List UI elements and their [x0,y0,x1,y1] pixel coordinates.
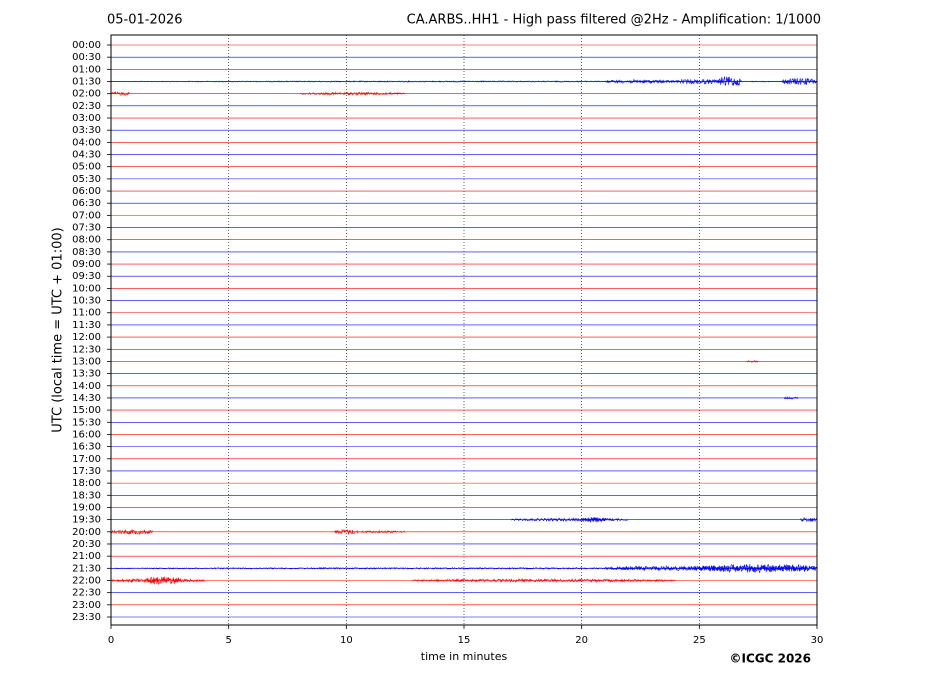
x-axis-label: time in minutes [421,650,508,663]
y-tick-label: 01:00 [72,64,101,75]
seismic-burst [581,517,606,523]
plot-frame [110,34,818,626]
y-tick-label: 23:00 [72,600,101,611]
seismic-burst [781,77,817,85]
y-tick-label: 19:00 [72,502,101,513]
y-tick-label: 11:00 [72,308,101,319]
seismic-burst [699,563,818,574]
seismic-burst [746,360,759,363]
chart-title: CA.ARBS..HH1 - High pass filtered @2Hz -… [407,13,821,28]
x-tick-label: 30 [811,635,824,646]
y-tick-label: 15:30 [72,417,101,428]
y-tick-label: 14:00 [72,381,101,392]
y-tick-label: 18:00 [72,478,101,489]
y-tick-label: 11:30 [72,320,101,331]
y-tick-label: 16:30 [72,442,101,453]
seismic-burst [717,75,742,87]
y-tick-label: 04:00 [72,137,101,148]
y-tick-label: 21:30 [72,563,101,574]
seismic-burst [604,79,676,85]
y-tick-label: 03:00 [72,113,101,124]
y-tick-label: 21:00 [72,551,101,562]
y-tick-label: 13:30 [72,369,101,380]
seismic-burst [412,577,676,583]
seismic-burst [783,395,799,400]
y-tick-label: 09:00 [72,259,101,270]
y-tick-label: 13:00 [72,356,101,367]
x-tick-label: 10 [340,635,353,646]
y-axis-label: UTC (local time = UTC + 01:00) [51,227,66,432]
y-tick-label: 00:30 [72,52,101,63]
y-tick-label: 10:00 [72,283,101,294]
y-tick-label: 02:30 [72,101,101,112]
seismic-burst [675,78,724,85]
y-tick-label: 19:30 [72,515,101,526]
y-tick-label: 06:00 [72,186,101,197]
x-tick-label: 5 [225,635,231,646]
seismic-burst [299,91,406,96]
seismic-burst [334,528,359,536]
y-tick-label: 20:30 [72,539,101,550]
y-tick-label: 15:00 [72,405,101,416]
x-tick-label: 15 [458,635,471,646]
y-tick-label: 14:30 [72,393,101,404]
seismic-burst [510,517,629,523]
y-tick-label: 17:30 [72,466,101,477]
x-tick-label: 20 [575,635,588,646]
copyright: ©ICGC 2026 [729,652,811,666]
y-tick-label: 07:00 [72,210,101,221]
seismic-burst [800,517,817,522]
y-tick-label: 08:00 [72,235,101,246]
y-tick-label: 16:00 [72,429,101,440]
x-tick-label: 25 [693,635,706,646]
y-tick-label: 12:30 [72,344,101,355]
y-tick-label: 22:30 [72,588,101,599]
y-tick-label: 06:30 [72,198,101,209]
y-tick-label: 18:30 [72,490,101,501]
y-tick-label: 03:30 [72,125,101,136]
y-tick-label: 09:30 [72,271,101,282]
y-tick-label: 05:00 [72,162,101,173]
x-tick-label: 0 [108,635,114,646]
y-tick-label: 08:30 [72,247,101,258]
y-tick-label: 04:30 [72,150,101,161]
seismic-burst [146,576,182,586]
seismic-burst [110,80,818,83]
y-tick-label: 23:30 [72,612,101,623]
y-tick-label: 02:00 [72,89,101,100]
y-tick-label: 07:30 [72,223,101,234]
y-tick-label: 20:00 [72,527,101,538]
y-tick-label: 05:30 [72,174,101,185]
seismic-burst [110,529,154,536]
y-tick-label: 22:00 [72,575,101,586]
seismic-burst [110,91,130,97]
y-tick-label: 10:30 [72,296,101,307]
y-tick-label: 17:00 [72,454,101,465]
y-tick-label: 01:30 [72,77,101,88]
seismic-burst [357,529,406,534]
y-tick-label: 12:00 [72,332,101,343]
date: 05-01-2026 [107,13,183,28]
y-tick-label: 00:00 [72,40,101,51]
